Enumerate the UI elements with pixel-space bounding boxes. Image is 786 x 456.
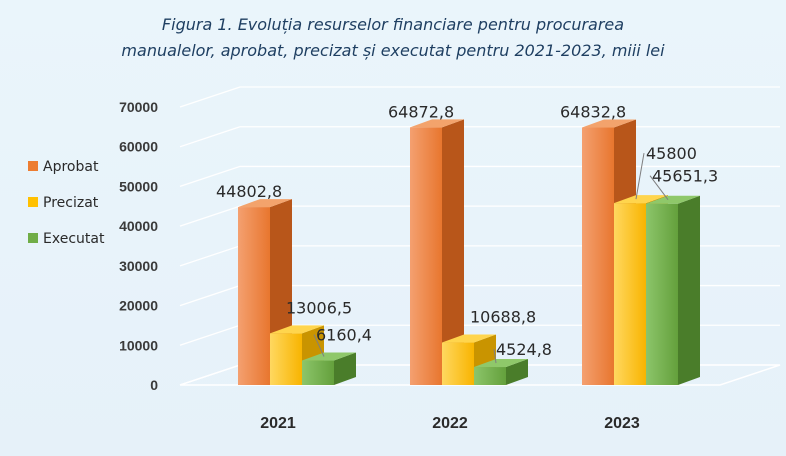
legend-swatch-precizat	[28, 197, 38, 207]
bar-front	[302, 360, 334, 385]
bar-executat-2021	[302, 352, 356, 385]
bar-front	[410, 127, 442, 385]
bar-top	[474, 359, 528, 368]
bar-top	[238, 199, 292, 208]
data-label: 44802,8	[216, 182, 282, 201]
x-category-label: 2023	[604, 415, 640, 432]
bar-front	[474, 367, 506, 385]
leader-line	[635, 153, 645, 200]
y-tick-label: 10000	[119, 337, 158, 353]
bar-top	[646, 195, 700, 204]
leader-line	[313, 334, 325, 357]
data-label: 45800	[646, 144, 697, 163]
bar-top	[410, 119, 464, 128]
data-label: 64832,8	[560, 103, 626, 122]
bar-executat-2022	[474, 359, 528, 385]
gridline	[179, 86, 780, 108]
bar-executat-2023	[646, 195, 700, 385]
bar-side	[442, 119, 464, 386]
y-tick-label: 70000	[119, 99, 158, 115]
floor-outline	[179, 364, 781, 386]
legend-label-aprobat: Aprobat	[43, 159, 99, 175]
bar-aprobat-2022	[410, 119, 464, 386]
data-label: 10688,8	[470, 308, 536, 327]
bar-top	[302, 352, 356, 361]
bar-top	[582, 119, 636, 128]
bar-front	[238, 207, 270, 385]
bar-front	[646, 203, 678, 385]
data-label: 4524,8	[496, 340, 552, 359]
data-label: 6160,4	[316, 326, 372, 345]
x-category-label: 2021	[260, 415, 296, 432]
bar-top	[614, 195, 668, 204]
data-label: 13006,5	[286, 298, 352, 317]
bar-front	[614, 203, 646, 385]
legend-label-precizat: Precizat	[43, 195, 99, 211]
bar-front	[582, 127, 614, 385]
y-tick-label: 50000	[119, 178, 158, 194]
chart-title: Figura 1. Evoluția resurselor financiare…	[0, 12, 786, 64]
y-tick-label: 60000	[119, 139, 158, 155]
legend-label-executat: Executat	[43, 231, 105, 247]
legend-swatch-aprobat	[28, 161, 38, 171]
y-tick-label: 30000	[119, 258, 158, 274]
legend-swatch-executat	[28, 233, 38, 243]
x-category-label: 2022	[432, 415, 468, 432]
bar-top	[270, 325, 324, 334]
chart-title-line-2: manualelor, aprobat, precizat și executa…	[121, 41, 665, 60]
bar-side	[678, 195, 700, 385]
bar-side	[506, 359, 528, 385]
leader-line	[649, 175, 669, 200]
bar-top	[442, 334, 496, 343]
chart-title-line-1: Figura 1. Evoluția resurselor financiare…	[161, 15, 625, 34]
data-label: 64872,8	[388, 102, 454, 121]
y-tick-label: 20000	[119, 298, 158, 314]
bar-front	[442, 342, 474, 385]
leader-line	[493, 348, 497, 364]
data-label: 45651,3	[652, 167, 718, 186]
bar-front	[270, 333, 302, 385]
y-tick-label: 0	[150, 377, 158, 393]
y-tick-label: 40000	[119, 218, 158, 234]
bar-side	[334, 352, 356, 385]
